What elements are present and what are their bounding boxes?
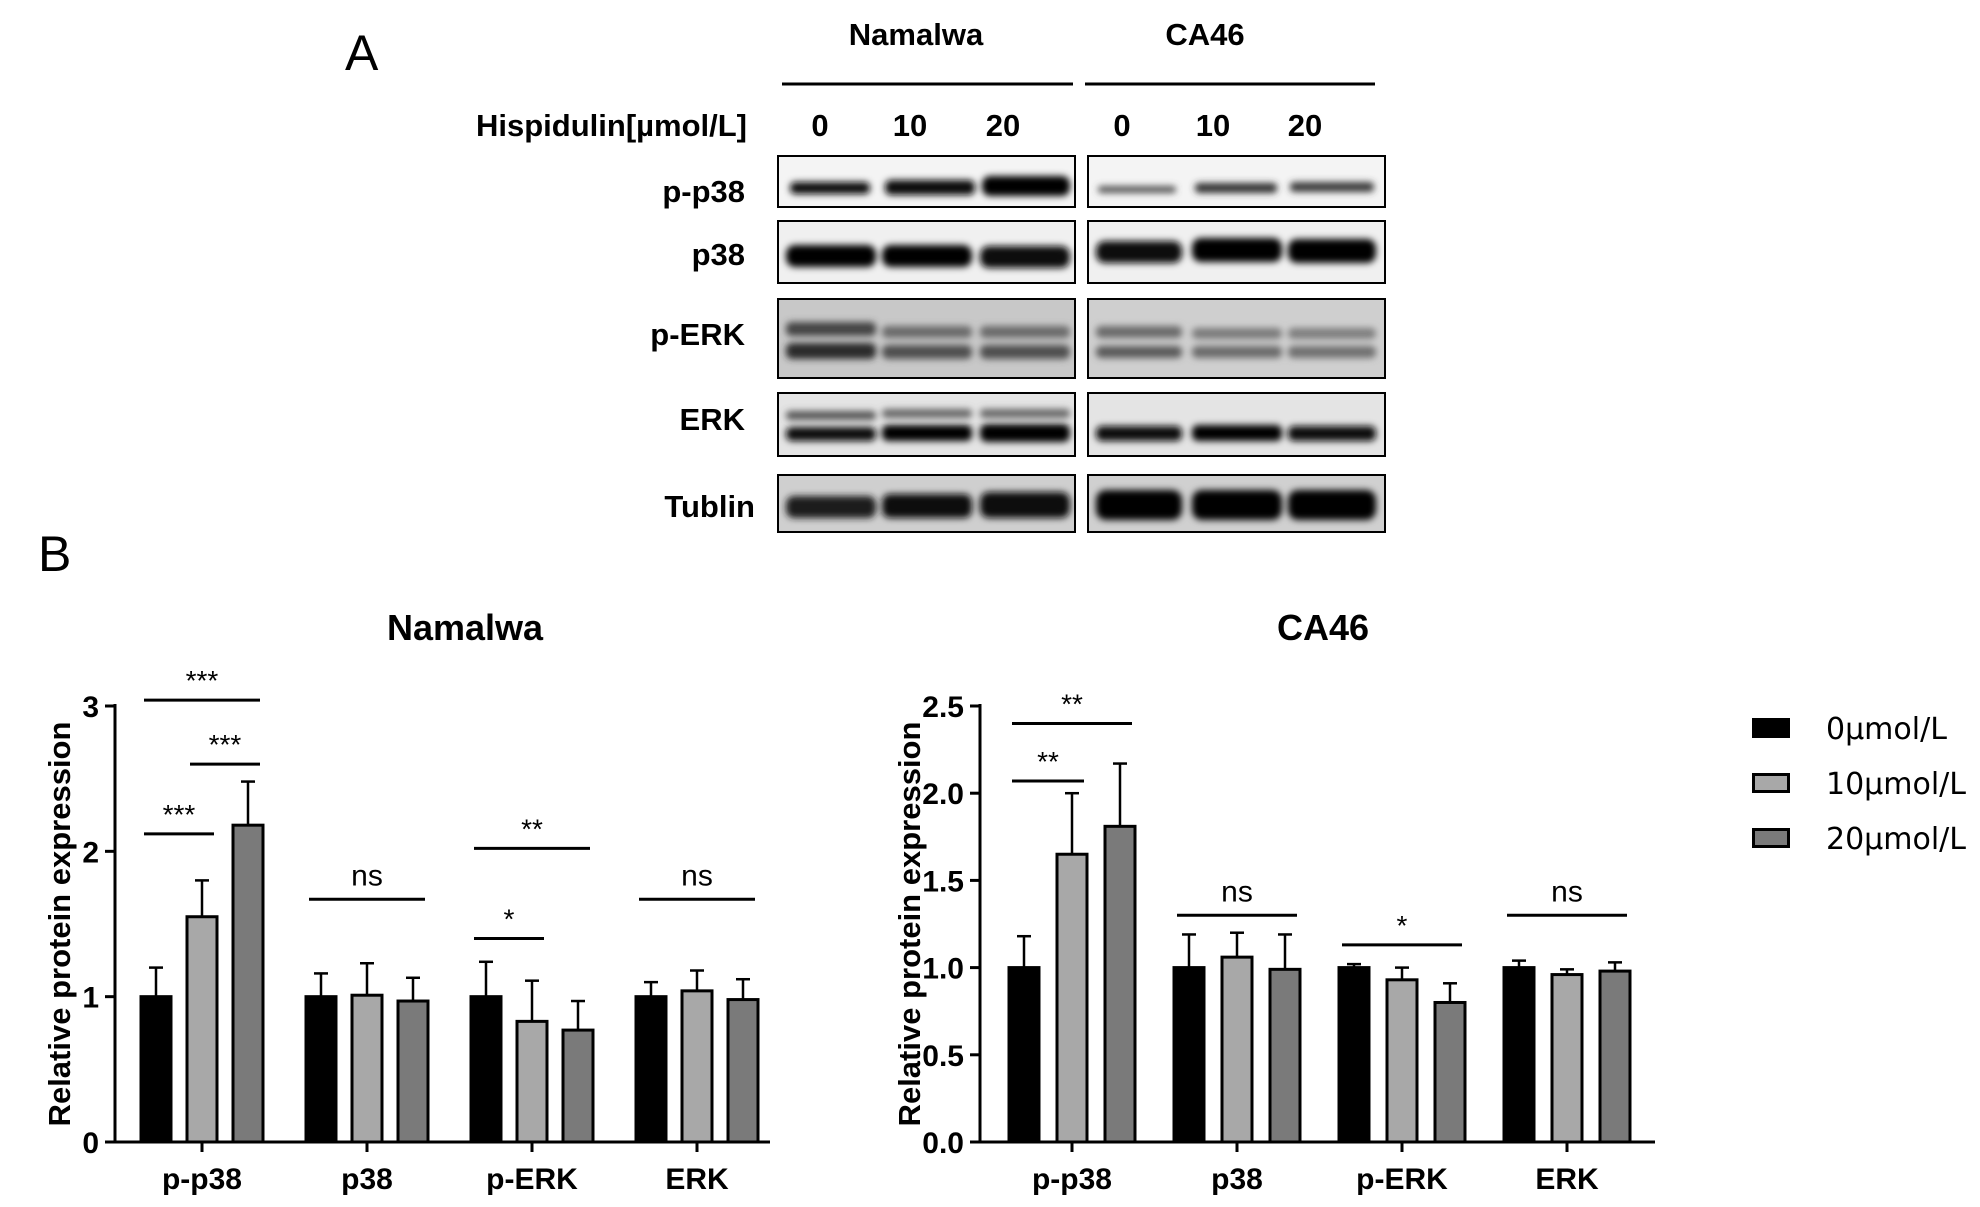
bar-0molL-ERK bbox=[1502, 966, 1536, 1144]
blot-strip-p-p38 bbox=[777, 155, 1386, 208]
y-tick-label: 2 bbox=[82, 836, 99, 869]
significance-label: *** bbox=[209, 729, 242, 760]
y-tick-label: 1.5 bbox=[922, 865, 964, 898]
legend-label-0umol: 0µmol/L bbox=[1826, 712, 1947, 747]
bar-20molL-p-ERK bbox=[1433, 1000, 1467, 1144]
blot-dose-10-ca46: 10 bbox=[1196, 108, 1230, 143]
legend-swatch-20umol bbox=[1752, 828, 1790, 848]
y-tick-label: 1 bbox=[82, 982, 99, 1015]
blot-strip-erk bbox=[777, 392, 1386, 457]
chart-title: Namalwa bbox=[387, 607, 544, 648]
x-tick-label: p38 bbox=[1211, 1163, 1263, 1196]
bar-20molL-ERK bbox=[726, 998, 760, 1144]
significance-label: ** bbox=[1037, 746, 1059, 777]
bar-20molL-p-p38 bbox=[1103, 824, 1137, 1144]
x-tick-label: p-p38 bbox=[162, 1163, 242, 1196]
x-tick-label: p38 bbox=[341, 1163, 393, 1196]
blot-row-label-p38: p38 bbox=[692, 237, 745, 272]
blot-strip-tublin bbox=[777, 474, 1386, 533]
significance-label: * bbox=[1397, 910, 1408, 941]
panel-letter-b: B bbox=[38, 526, 72, 582]
legend-label-10umol: 10µmol/L bbox=[1826, 767, 1966, 802]
legend-label-20umol: 20µmol/L bbox=[1826, 822, 1966, 857]
legend-swatch-0umol bbox=[1752, 718, 1790, 738]
blot-row-label-tublin: Tublin bbox=[664, 489, 755, 524]
significance-label: ns bbox=[1551, 875, 1583, 908]
bar-10molL-p-ERK bbox=[515, 1019, 549, 1144]
bar-20molL-p-p38 bbox=[231, 823, 265, 1144]
x-tick-label: ERK bbox=[665, 1163, 729, 1196]
blot-treatment-label: Hispidulin[µmol/L] bbox=[476, 108, 747, 143]
y-tick-label: 2.0 bbox=[922, 778, 964, 811]
blot-dose-20: 20 bbox=[986, 108, 1020, 143]
significance-label: ** bbox=[1061, 688, 1083, 719]
bar-10molL-p-p38 bbox=[1055, 852, 1089, 1144]
x-tick-label: p-ERK bbox=[1356, 1163, 1448, 1196]
y-tick-label: 1.0 bbox=[922, 953, 964, 986]
blot-dose-0-ca46: 0 bbox=[1113, 108, 1130, 143]
significance-label: ns bbox=[351, 859, 383, 892]
bar-0molL-p-p38 bbox=[139, 995, 173, 1144]
blot-dose-20-ca46: 20 bbox=[1288, 108, 1322, 143]
bar-10molL-ERK bbox=[680, 989, 714, 1144]
blot-row-label-p-p38: p-p38 bbox=[662, 174, 745, 209]
significance-label: ns bbox=[1221, 875, 1253, 908]
significance-label: * bbox=[504, 904, 515, 935]
western-blot-panel: Namalwa CA46 Hispidulin[µmol/L] 0 10 20 … bbox=[476, 17, 1386, 533]
bar-20molL-p38 bbox=[1268, 967, 1302, 1144]
bar-0molL-p38 bbox=[1172, 966, 1206, 1144]
panel-letter-a: A bbox=[345, 25, 379, 81]
bar-10molL-p-ERK bbox=[1385, 978, 1419, 1144]
y-tick-label: 3 bbox=[82, 691, 99, 724]
bar-0molL-ERK bbox=[634, 995, 668, 1144]
y-axis-label: Relative protein expression bbox=[892, 722, 927, 1127]
bar-10molL-p38 bbox=[350, 993, 384, 1144]
blot-dose-10: 10 bbox=[893, 108, 927, 143]
y-axis-label: Relative protein expression bbox=[42, 722, 77, 1127]
bar-10molL-p38 bbox=[1220, 955, 1254, 1144]
significance-label: ns bbox=[681, 859, 713, 892]
x-tick-label: p-ERK bbox=[486, 1163, 578, 1196]
bar-20molL-ERK bbox=[1598, 969, 1632, 1144]
x-tick-label: p-p38 bbox=[1032, 1163, 1112, 1196]
bar-10molL-p-p38 bbox=[185, 915, 219, 1144]
y-tick-label: 0 bbox=[82, 1127, 99, 1160]
blot-row-label-p-erk: p-ERK bbox=[650, 317, 745, 352]
y-tick-label: 2.5 bbox=[922, 691, 964, 724]
blot-strip-p-erk bbox=[777, 298, 1386, 379]
bar-10molL-ERK bbox=[1550, 973, 1584, 1144]
bar-20molL-p38 bbox=[396, 999, 430, 1144]
bar-0molL-p-ERK bbox=[1337, 966, 1371, 1144]
x-tick-label: ERK bbox=[1535, 1163, 1599, 1196]
legend-swatch-10umol bbox=[1752, 773, 1790, 793]
blot-row-label-erk: ERK bbox=[680, 402, 746, 437]
significance-label: ** bbox=[521, 813, 543, 844]
blot-cell-line-ca46: CA46 bbox=[1165, 17, 1244, 52]
y-tick-label: 0.0 bbox=[922, 1127, 964, 1160]
chart-title: CA46 bbox=[1277, 607, 1369, 648]
bar-0molL-p38 bbox=[304, 995, 338, 1144]
significance-label: *** bbox=[163, 799, 196, 830]
blot-dose-0: 0 bbox=[811, 108, 828, 143]
y-tick-label: 0.5 bbox=[922, 1040, 964, 1073]
blot-strip-p38 bbox=[777, 220, 1386, 284]
bar-20molL-p-ERK bbox=[561, 1028, 595, 1144]
bar-0molL-p-ERK bbox=[469, 995, 503, 1144]
bar-0molL-p-p38 bbox=[1007, 966, 1041, 1144]
significance-label: *** bbox=[186, 665, 219, 696]
blot-cell-line-namalwa: Namalwa bbox=[849, 17, 984, 52]
